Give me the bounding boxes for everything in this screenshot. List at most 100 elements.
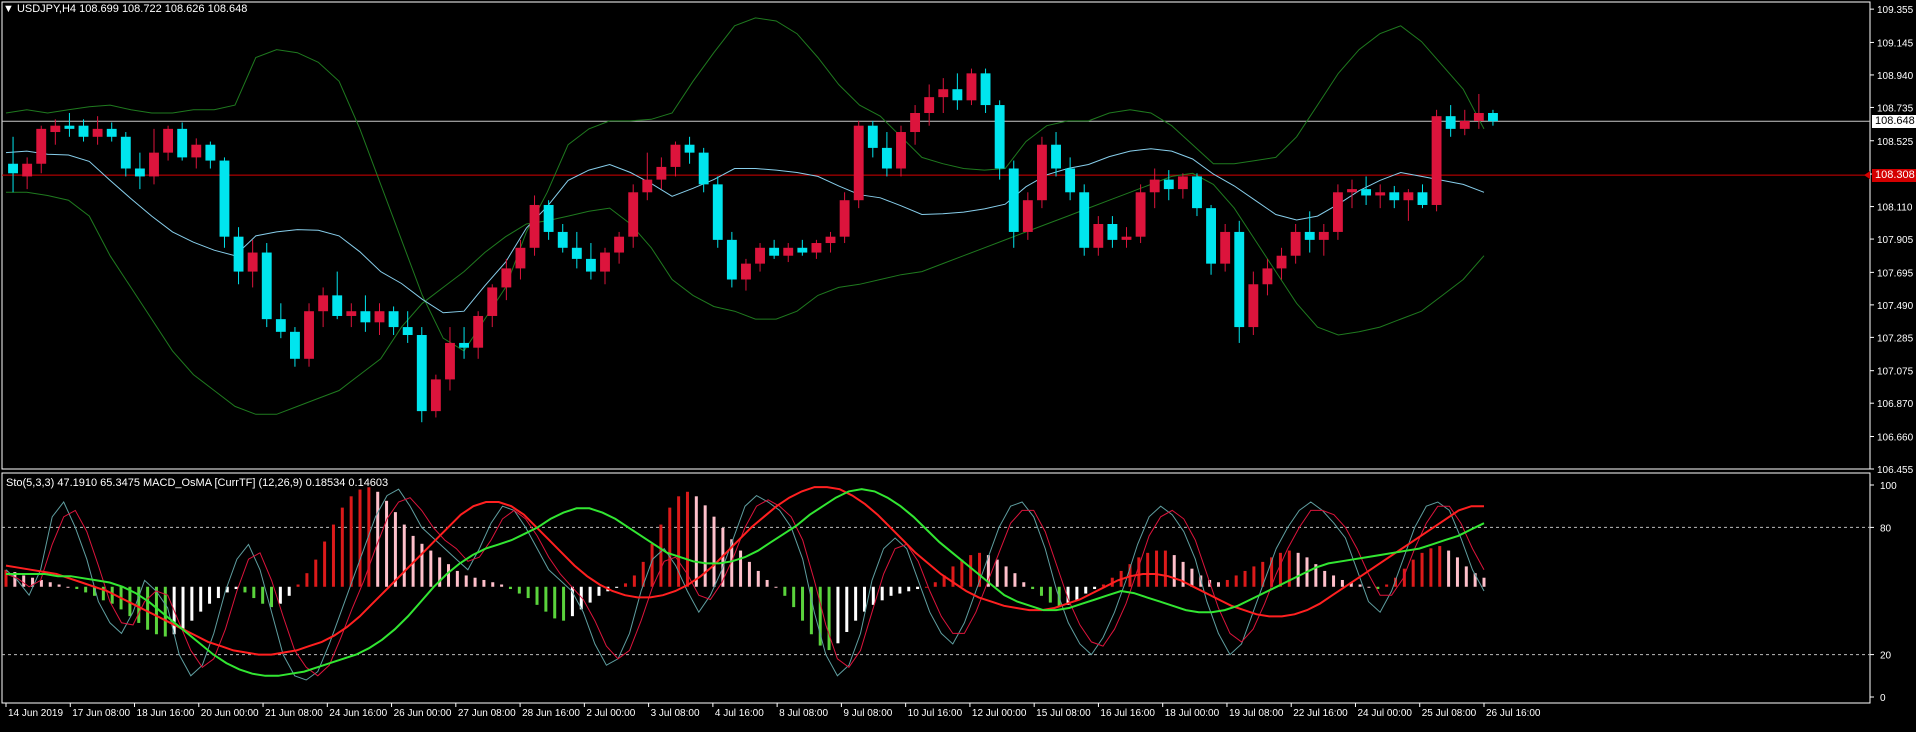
osma-bar [978,552,982,587]
osma-bar [668,507,672,587]
candle-body [1248,284,1259,328]
osma-bar [420,543,424,587]
candle-body [149,152,159,177]
candle-body [1121,236,1132,240]
time-tick-label: 20 Jun 00:00 [201,708,259,719]
osma-bar [1270,557,1274,587]
osma-bar [296,584,300,587]
price-tick-label: 107.285 [1877,333,1914,344]
candle-body [656,166,667,180]
osma-bar [1066,586,1070,605]
candle-body [191,144,202,158]
osma-bar [544,586,548,612]
candle-body [1079,192,1090,248]
osma-bar [1039,586,1043,596]
osma-bar [464,575,468,587]
osma-bar [756,570,760,587]
time-tick-label: 3 Jul 08:00 [651,708,700,719]
osma-bar [455,570,459,587]
osma-bar [340,507,344,587]
osma-bar [526,586,530,599]
candle-body [275,319,286,332]
candle-body [1234,231,1245,328]
dropdown-arrow-icon[interactable]: ▼ [3,3,14,15]
time-tick-label: 14 Jun 2019 [8,708,63,719]
candle-body [219,160,230,237]
time-tick-label: 8 Jul 08:00 [779,708,828,719]
osma-bar [845,586,849,632]
osma-bar [367,487,371,587]
osma-bar [1323,570,1327,587]
candle-body [797,247,808,253]
osma-bar [1252,566,1256,587]
osma-bar [500,584,504,587]
osma-bar [402,524,406,587]
osma-bar [146,586,150,630]
time-tick-label: 26 Jun 00:00 [394,708,452,719]
osma-bar [562,586,566,621]
osma-bar [1278,552,1282,587]
osma-bar [57,584,61,587]
osma-bar [270,586,274,608]
osma-bar [1367,586,1371,588]
candle-body [1304,231,1315,240]
candle-body [1262,268,1273,285]
time-tick-label: 21 Jun 08:00 [265,708,323,719]
candle-body [1022,200,1033,232]
osma-bar [1155,550,1159,587]
candle-body [1093,224,1104,248]
osma-bar [951,566,955,587]
osma-bar [1190,568,1194,587]
price-tick-label: 108.110 [1877,203,1913,214]
time-tick-label: 4 Jul 16:00 [715,708,764,719]
price-tick-label: 107.075 [1877,367,1914,378]
candle-body [726,239,737,280]
bollinger-upper [5,17,1485,352]
osma-bar [4,569,8,587]
osma-bar [624,583,628,587]
osma-bar [801,586,805,621]
candle-body [825,236,836,244]
candle-body [642,179,653,193]
osma-bar [154,586,158,635]
time-tick-label: 17 Jun 08:00 [72,708,130,719]
price-tick-label: 109.355 [1877,5,1914,16]
symbol-title: USDJPY,H4 [16,3,77,15]
osma-bar [1243,570,1247,587]
candle-body [853,125,864,201]
time-tick-label: 26 Jul 16:00 [1486,708,1541,719]
osma-bar [225,586,229,593]
osma-bar [278,586,282,604]
indicator-tick-label: 100 [1880,481,1897,492]
osma-bar [907,586,911,592]
candle-body [783,247,794,256]
indicator-tick-label: 80 [1880,523,1892,534]
time-tick-label: 28 Jun 16:00 [522,708,580,719]
time-tick-label: 18 Jul 00:00 [1165,708,1220,719]
osma-bar [491,582,495,587]
candle-body [416,335,427,412]
moving-average [5,148,1485,314]
candle-body [346,311,357,316]
osma-bar [1473,573,1477,587]
osma-bar [48,582,52,587]
osma-bar [1358,584,1362,587]
osma-bar [376,491,380,587]
osma-bar [1332,575,1336,587]
osma-bar [535,586,539,605]
candle-body [78,125,89,137]
time-tick-label: 15 Jul 08:00 [1036,708,1091,719]
osma-bar [809,586,813,635]
candle-body [36,128,47,164]
osma-line [5,486,1484,656]
candle-body [318,295,329,312]
osma-bar [1438,546,1442,587]
ohlc-values: 108.699 108.722 108.626 108.648 [79,3,248,15]
time-tick-label: 12 Jul 00:00 [972,708,1027,719]
indicator-header: Sto(5,3,3) 47.1910 65.3475 MACD_OsMA [Cu… [6,477,389,489]
osma-bar [898,586,902,594]
osma-bar [1075,586,1079,601]
osma-bar [588,586,592,603]
